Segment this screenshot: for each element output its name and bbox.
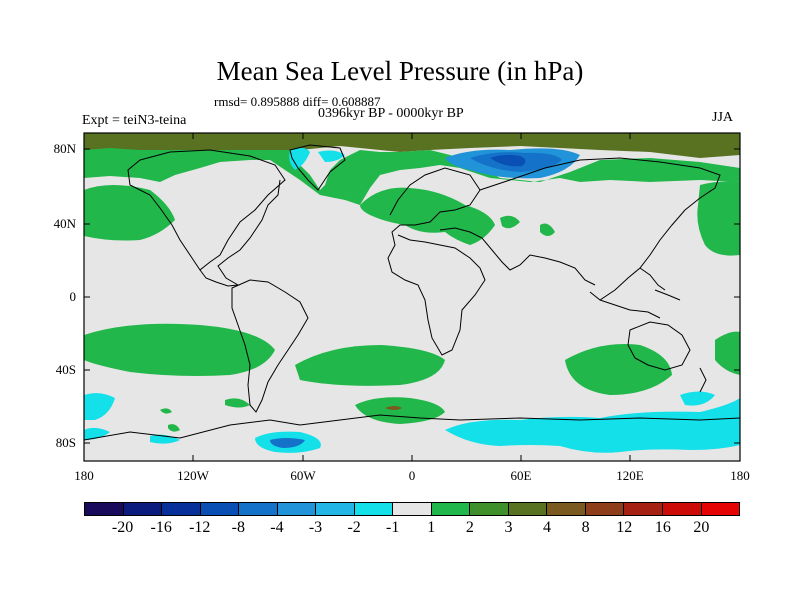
north-pacific-west-green-region	[84, 185, 175, 241]
colorbar-label: -12	[189, 519, 211, 536]
southern-ocean-brown-spot	[385, 406, 402, 410]
greenland-cyan-region	[289, 147, 310, 170]
colorbar-label: 1	[427, 519, 436, 536]
antarctic-blue-region-weddell	[270, 438, 305, 448]
south-pacific-east-green-region	[715, 331, 740, 375]
colorbar-swatch	[393, 503, 432, 515]
colorbar-label: -3	[308, 519, 323, 536]
colorbar-label: -20	[111, 519, 134, 536]
antarctic-cyan-region-east-2	[680, 391, 715, 406]
mideast-green-region	[500, 215, 520, 229]
colorbar-label: 20	[693, 519, 710, 536]
lat-label-80n: 80N	[53, 141, 76, 156]
colorbar-swatch	[547, 503, 586, 515]
colorbar	[84, 502, 740, 516]
arctic-olive-region	[84, 133, 740, 158]
colorbar-label: -2	[347, 519, 361, 536]
south-atlantic-green-region	[295, 345, 445, 386]
lon-label-120e: 120E	[616, 468, 644, 483]
south-pacific-green-region	[84, 323, 275, 376]
colorbar-label: -8	[231, 519, 245, 536]
greenland-cyan-region-2	[318, 150, 345, 162]
southern-ocean-green-region	[355, 397, 445, 424]
colorbar-swatch	[200, 503, 240, 515]
coastlines	[84, 144, 740, 441]
lon-label-60w: 60W	[290, 468, 316, 483]
drake-green-region	[168, 424, 180, 432]
south-indian-green-region	[565, 344, 672, 395]
southern-ocean-green-region-2	[225, 398, 250, 408]
colorbar-swatch	[701, 503, 740, 515]
lat-label-0: 0	[69, 289, 77, 304]
colorbar-swatch	[470, 503, 509, 515]
arctic-green-region	[84, 148, 740, 205]
period-label: 0396kyr BP - 0000kyr BP	[318, 106, 464, 121]
north-pacific-east-green-region	[697, 181, 740, 256]
colorbar-label: 4	[543, 519, 552, 536]
rmsd-diff-stats: rmsd= 0.895888 diff= 0.608887	[214, 94, 381, 109]
colorbar-label: 8	[581, 519, 590, 536]
colorbar-label: -1	[386, 519, 400, 536]
page-title: Mean Sea Level Pressure (in hPa)	[216, 56, 584, 86]
colorbar-swatch	[662, 503, 702, 515]
colorbar-label: -16	[150, 519, 172, 536]
colorbar-swatch	[316, 503, 355, 515]
colorbar-swatch	[162, 503, 201, 515]
lon-label-120w: 120W	[177, 468, 209, 483]
colorbar-label: 16	[654, 519, 671, 536]
experiment-label: Expt = teiN3-teina	[82, 113, 187, 128]
colorbar-swatch	[277, 503, 317, 515]
antarctic-cyan-region-east	[445, 398, 740, 453]
north-atlantic-green-region	[360, 187, 495, 245]
colorbar-swatch	[239, 503, 278, 515]
colorbar-label: 2	[465, 519, 474, 536]
lon-label-0: 0	[408, 468, 416, 483]
colorbar-swatch	[624, 503, 663, 515]
season-label: JJA	[712, 110, 734, 125]
siberia-darkblue-region	[490, 154, 526, 167]
colorbar-label: -4	[270, 519, 284, 536]
lat-label-80s: 80S	[55, 435, 76, 450]
lon-label-180e: 180	[730, 468, 750, 483]
axis-ticks	[84, 133, 740, 461]
colorbar-label: 3	[504, 519, 513, 536]
antarctic-cyan-region-bellingshausen	[84, 427, 110, 440]
colorbar-label: 12	[616, 519, 633, 536]
colorbar-swatch	[431, 503, 471, 515]
pacific-green-spot	[160, 408, 172, 414]
colorbar-swatch	[123, 503, 163, 515]
colorbar-swatch	[354, 503, 394, 515]
colorbar-swatch	[85, 503, 124, 515]
lat-label-40s: 40S	[55, 362, 76, 377]
colorbar-swatch	[508, 503, 548, 515]
antarctic-cyan-region-west	[84, 393, 115, 420]
colorbar-swatch	[585, 503, 625, 515]
lon-label-60e: 60E	[510, 468, 532, 483]
lon-label-180w: 180	[74, 468, 94, 483]
lat-label-40n: 40N	[53, 216, 76, 231]
caspian-green-region	[540, 223, 555, 236]
